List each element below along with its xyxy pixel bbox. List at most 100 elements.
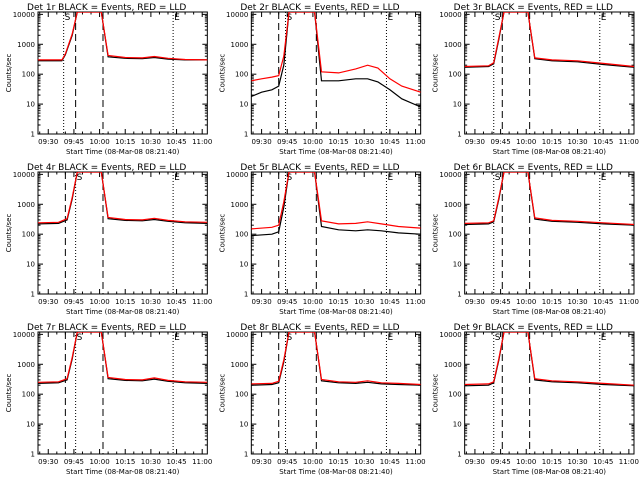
x-tick-label: 10:00 <box>89 298 109 306</box>
series-line-lld <box>464 332 634 386</box>
y-tick-label: 10000 <box>226 171 248 179</box>
series-group <box>464 172 634 226</box>
marker-e: E <box>601 13 607 23</box>
x-tick-label: 11:00 <box>192 138 212 146</box>
y-tick-label: 100 <box>22 391 35 399</box>
series-group <box>251 12 421 108</box>
y-tick-label: 1 <box>457 451 461 459</box>
x-tick-label: 09:30 <box>465 298 485 306</box>
x-tick-label: 10:00 <box>303 458 323 466</box>
marker-e: E <box>601 333 607 343</box>
y-tick-label: 1000 <box>444 41 462 49</box>
y-tick-label: 1 <box>31 451 35 459</box>
x-tick-label: 09:45 <box>64 458 84 466</box>
y-axis-label: Counts/sec <box>218 374 226 413</box>
plot-frame <box>37 171 208 295</box>
x-tick-label: 10:15 <box>115 298 135 306</box>
x-tick-label: 10:00 <box>516 458 536 466</box>
x-tick-label: 10:15 <box>542 298 562 306</box>
series-line-events <box>38 332 208 384</box>
chart-title: Det 2r BLACK = Events, RED = LLD <box>240 3 399 13</box>
x-tick-label: 10:15 <box>115 458 135 466</box>
x-tick-label: 10:15 <box>328 298 348 306</box>
series-line-events <box>251 332 421 386</box>
y-tick-label: 1 <box>244 131 248 139</box>
plot-frame <box>250 11 422 135</box>
chart-title: Det 3r BLACK = Events, RED = LLD <box>454 3 613 13</box>
y-tick-label: 10000 <box>439 11 461 19</box>
y-tick-label: 100 <box>448 231 461 239</box>
y-tick-label: 10 <box>26 101 35 109</box>
x-axis-label: Start Time (08-Mar-08 08:21:40) <box>66 468 180 476</box>
chart-title: Det 8r BLACK = Events, RED = LLD <box>240 323 399 333</box>
series-line-lld <box>251 332 421 386</box>
y-tick-label: 10000 <box>439 171 461 179</box>
y-tick-label: 10 <box>26 421 35 429</box>
panel-det-1: Det 1r BLACK = Events, RED = LLD 1 10 100 10… <box>5 3 212 156</box>
y-tick-label: 10000 <box>13 331 35 339</box>
series-line-lld <box>38 172 208 224</box>
x-tick-label: 09:30 <box>38 458 58 466</box>
y-tick-label: 1 <box>457 131 461 139</box>
x-tick-label: 09:45 <box>490 138 510 146</box>
plot-frame <box>464 331 635 455</box>
y-tick-label: 10000 <box>226 331 248 339</box>
panel-det-5: Det 5r BLACK = Events, RED = LLD 1 10 100 10… <box>218 163 425 316</box>
x-tick-label: 10:15 <box>542 138 562 146</box>
y-tick-label: 1000 <box>17 41 35 49</box>
panel-det-6: Det 6r BLACK = Events, RED = LLD 1 10 100 10… <box>432 163 639 316</box>
marker-s: S <box>287 333 293 343</box>
x-axis-label: Start Time (08-Mar-08 08:21:40) <box>66 148 180 156</box>
x-tick-label: 09:30 <box>251 458 271 466</box>
x-tick-label: 11:00 <box>192 298 212 306</box>
x-tick-label: 10:00 <box>303 298 323 306</box>
x-tick-label: 09:30 <box>38 298 58 306</box>
chart-title: Det 6r BLACK = Events, RED = LLD <box>454 163 613 173</box>
x-axis-label: Start Time (08-Mar-08 08:21:40) <box>493 308 607 316</box>
x-tick-label: 10:30 <box>354 138 374 146</box>
x-axis-label: Start Time (08-Mar-08 08:21:40) <box>279 148 393 156</box>
plot-frame <box>464 11 635 135</box>
x-tick-label: 09:30 <box>38 138 58 146</box>
y-tick-label: 1000 <box>231 361 249 369</box>
x-axis-label: Start Time (08-Mar-08 08:21:40) <box>279 308 393 316</box>
marker-e: E <box>387 333 393 343</box>
marker-e: E <box>601 173 607 183</box>
y-tick-label: 10000 <box>226 11 248 19</box>
y-axis-label: Counts/sec <box>432 54 440 93</box>
x-tick-label: 10:30 <box>141 298 161 306</box>
x-tick-label: 10:45 <box>380 458 400 466</box>
y-axis-label: Counts/sec <box>218 54 226 93</box>
y-axis-label: Counts/sec <box>5 214 13 253</box>
marker-s: S <box>287 173 293 183</box>
series-line-events <box>251 172 421 237</box>
panel-det-9: Det 9r BLACK = Events, RED = LLD 1 10 100 10… <box>432 323 639 476</box>
x-tick-label: 10:30 <box>567 298 587 306</box>
x-tick-label: 09:45 <box>277 458 297 466</box>
x-tick-label: 10:30 <box>567 138 587 146</box>
panel-det-7: Det 7r BLACK = Events, RED = LLD 1 10 100 10… <box>5 323 212 476</box>
x-tick-label: 11:00 <box>405 298 425 306</box>
x-tick-label: 10:15 <box>328 138 348 146</box>
series-group <box>38 12 208 62</box>
x-tick-label: 10:00 <box>89 458 109 466</box>
y-tick-label: 10 <box>453 101 462 109</box>
x-tick-label: 09:45 <box>277 298 297 306</box>
marker-s: S <box>77 333 83 343</box>
x-tick-label: 11:00 <box>192 458 212 466</box>
x-tick-label: 10:15 <box>328 458 348 466</box>
x-axis-label: Start Time (08-Mar-08 08:21:40) <box>493 468 607 476</box>
series-group <box>251 172 421 237</box>
y-tick-label: 10000 <box>13 171 35 179</box>
y-tick-label: 1000 <box>231 201 249 209</box>
y-tick-label: 10000 <box>439 331 461 339</box>
y-axis-label: Counts/sec <box>432 374 440 413</box>
plot-frame <box>250 331 422 455</box>
x-tick-label: 09:45 <box>64 138 84 146</box>
y-tick-label: 1 <box>31 291 35 299</box>
x-tick-label: 10:00 <box>516 298 536 306</box>
x-tick-label: 10:45 <box>593 458 613 466</box>
y-tick-label: 1 <box>457 291 461 299</box>
series-group <box>464 332 634 387</box>
